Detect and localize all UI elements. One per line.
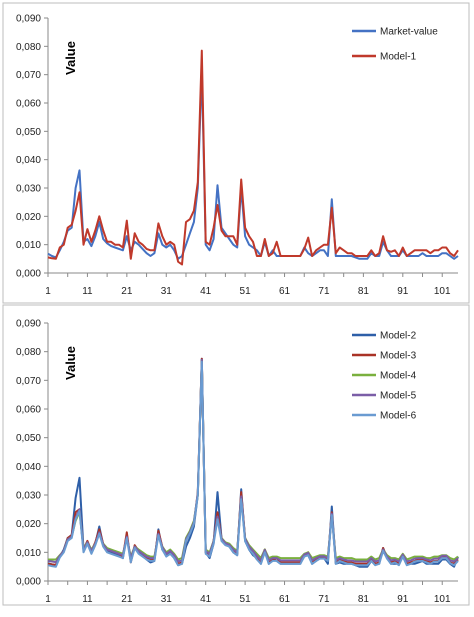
y-tick-label: 0,080 xyxy=(16,347,41,358)
y-tick-label: 0,070 xyxy=(16,376,41,387)
series-line-market-value xyxy=(47,68,459,260)
y-tick-label: 0,020 xyxy=(16,212,41,223)
x-tick-label: 61 xyxy=(279,594,291,605)
y-tick-label: 0,070 xyxy=(16,70,41,81)
legend-label: Model-4 xyxy=(380,371,417,382)
y-tick-label: 0,090 xyxy=(16,319,41,330)
legend: Market-value Model-1 xyxy=(352,27,438,63)
x-tick-label: 31 xyxy=(161,594,173,605)
y-tick-label: 0,060 xyxy=(16,405,41,416)
y-tick-label: 0,010 xyxy=(16,548,41,559)
x-tick-label: 61 xyxy=(279,286,291,297)
x-tick-label: 101 xyxy=(434,594,451,605)
x-tick-label: 1 xyxy=(45,594,51,605)
x-tick-label: 21 xyxy=(121,286,133,297)
y-axis-label: Value xyxy=(63,346,78,380)
x-tick-label: 71 xyxy=(318,286,330,297)
y-tick-label: 0,000 xyxy=(16,269,41,280)
x-tick-label: 71 xyxy=(318,594,330,605)
legend: Model-2 Model-3 Model-4 Model-5 Model-6 xyxy=(352,331,417,422)
chart-frame xyxy=(2,2,470,304)
x-tick-label: 101 xyxy=(434,286,451,297)
x-tick-label: 81 xyxy=(358,594,370,605)
y-tick-label: 0,060 xyxy=(16,99,41,110)
x-tick-label: 51 xyxy=(240,594,252,605)
legend-label: Market-value xyxy=(380,27,438,38)
x-tick-label: 11 xyxy=(82,594,93,605)
x-tick-label: 51 xyxy=(240,286,252,297)
y-tick-label: 0,090 xyxy=(16,14,41,25)
y-tick-label: 0,000 xyxy=(16,577,41,588)
x-tick-label: 41 xyxy=(200,594,212,605)
x-tick-label: 21 xyxy=(121,594,133,605)
y-tick-label: 0,040 xyxy=(16,155,41,166)
x-tick-label: 1 xyxy=(45,286,51,297)
legend-label: Model-2 xyxy=(380,331,417,342)
x-tick-label: 31 xyxy=(161,286,173,297)
y-tick-label: 0,010 xyxy=(16,240,41,251)
y-tick-label: 0,050 xyxy=(16,127,41,138)
x-tick-label: 81 xyxy=(358,286,370,297)
y-tick-label: 0,030 xyxy=(16,184,41,195)
series-line-model-6 xyxy=(47,360,459,568)
x-tick-label: 11 xyxy=(82,286,93,297)
y-axis-label: Value xyxy=(63,41,78,75)
y-tick-label: 0,050 xyxy=(16,433,41,444)
y-tick-label: 0,080 xyxy=(16,42,41,53)
legend-label: Model-1 xyxy=(380,52,417,63)
y-tick-label: 0,040 xyxy=(16,462,41,473)
y-tick-label: 0,020 xyxy=(16,519,41,530)
chart-panel-1: 0,000 0,010 0,020 0,030 0,040 0,050 0,060 0,070… xyxy=(2,2,470,304)
x-tick-label: 91 xyxy=(397,286,409,297)
x-tick-label: 41 xyxy=(200,286,212,297)
y-tick-label: 0,030 xyxy=(16,491,41,502)
legend-label: Model-3 xyxy=(380,351,417,362)
legend-label: Model-6 xyxy=(380,411,417,422)
series-line-model-1 xyxy=(47,49,459,266)
series-line-model-5 xyxy=(47,358,459,564)
chart-frame xyxy=(2,304,470,606)
legend-label: Model-5 xyxy=(380,391,417,402)
x-tick-label: 91 xyxy=(397,594,409,605)
chart-panel-2: 0,000 0,010 0,020 0,030 0,040 0,050 0,060 0,070… xyxy=(2,304,470,606)
